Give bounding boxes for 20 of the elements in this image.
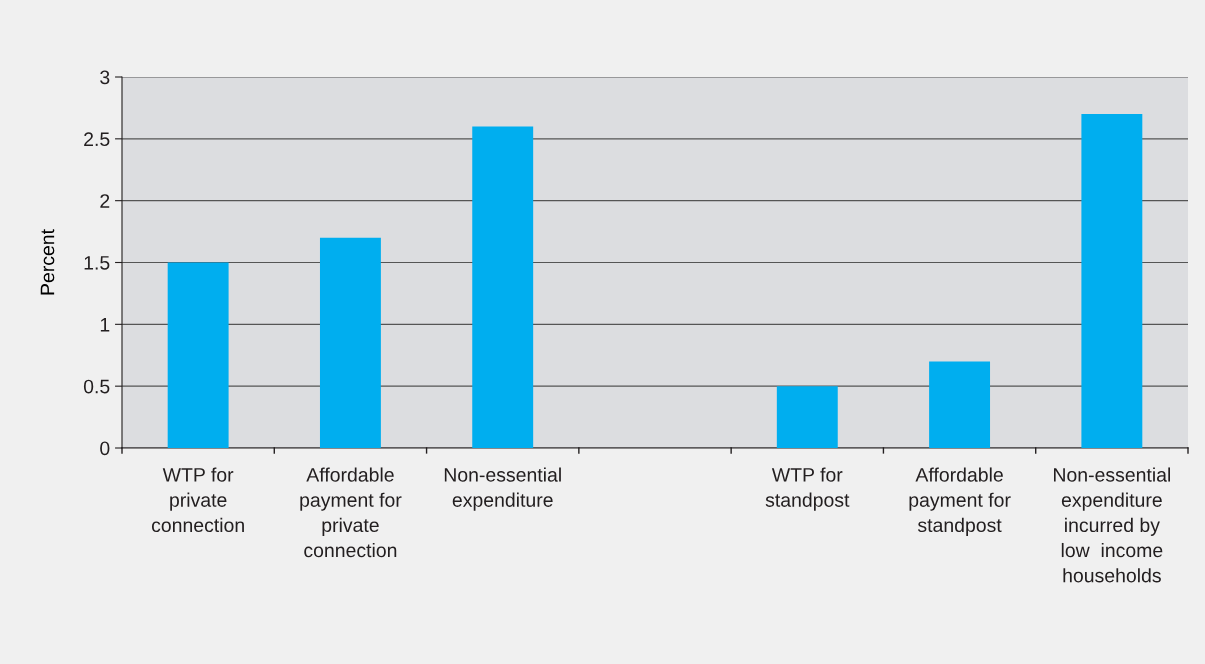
x-tick-label: Non-essential expenditure (444, 467, 561, 511)
x-tick-label: Non-essential expenditure incurred by low income households (1054, 467, 1170, 583)
x-tick-label: WTP for standpost (765, 467, 850, 511)
bar (776, 386, 838, 448)
y-axis-title: Percent (40, 229, 55, 295)
y-tick-label: 1 (100, 318, 110, 332)
bar (1081, 114, 1143, 448)
bar (929, 361, 991, 448)
y-tick-label: 0 (100, 441, 110, 456)
y-tick-label: 1.5 (84, 256, 110, 270)
bar (472, 126, 534, 448)
bar (319, 237, 381, 448)
x-tick-label: WTP for private connection (151, 467, 244, 533)
y-tick-label: 0.5 (83, 379, 110, 394)
x-tick-label: Affordable payment for standpost (909, 467, 1011, 536)
y-tick-label: 2 (100, 194, 110, 208)
y-tick-label: 2.5 (84, 132, 110, 147)
y-tick-label: 3 (100, 70, 110, 85)
bar (167, 262, 229, 448)
x-tick-label: Affordable payment for private connection (300, 467, 402, 558)
